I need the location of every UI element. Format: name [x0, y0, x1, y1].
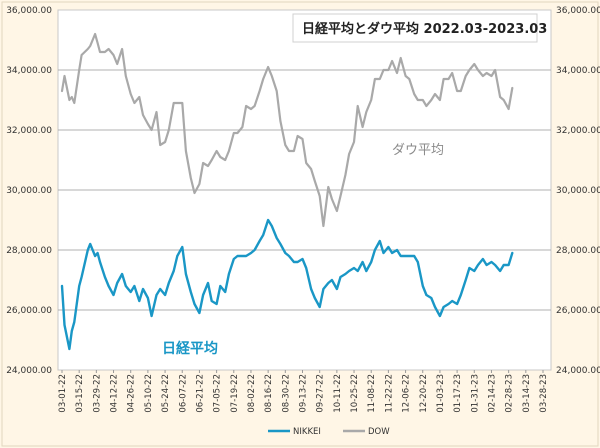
x-tick-label: 02-28-23	[505, 374, 515, 413]
right-y-axis: 24,000.00 26,000.00 28,000.00 30,000.00 32,0…	[556, 6, 600, 376]
y-tick-label-right: 24,000.00	[556, 366, 600, 376]
nikkei-annotation: 日経平均	[162, 340, 218, 357]
y-tick-label-right: 32,000.00	[556, 126, 600, 136]
x-tick-label: 06-07-22	[178, 374, 188, 413]
series-line-dow	[60, 32, 514, 228]
x-axis: 03-01-22 03-15-22 03-29-22 04-12-22 04-26-22…	[58, 370, 549, 413]
y-tick-label-left: 30,000.00	[6, 186, 52, 196]
y-tick-label-right: 30,000.00	[556, 186, 600, 196]
x-tick-label: 04-26-22	[127, 374, 137, 413]
legend-label-nikkei: NIKKEI	[293, 427, 321, 437]
x-tick-label: 04-12-22	[110, 374, 120, 413]
y-tick-label-left: 26,000.00	[6, 306, 52, 316]
x-tick-label: 06-21-22	[195, 374, 205, 413]
x-tick-label: 03-14-23	[522, 374, 532, 413]
x-tick-label: 08-16-22	[264, 374, 274, 413]
y-tick-label-right: 36,000.00	[556, 6, 600, 16]
legend: NIKKEI DOW	[268, 427, 390, 437]
y-tick-label-left: 34,000.00	[6, 66, 52, 76]
x-tick-label: 07-19-22	[230, 374, 240, 413]
y-tick-label-left: 24,000.00	[6, 366, 52, 376]
x-tick-label: 08-02-22	[247, 374, 257, 413]
x-tick-label: 03-29-22	[92, 374, 102, 413]
x-tick-label: 07-05-22	[213, 374, 223, 413]
y-tick-label-left: 36,000.00	[6, 6, 52, 16]
x-tick-label: 02-14-23	[487, 374, 497, 413]
x-tick-label: 08-30-22	[281, 374, 291, 413]
x-tick-label: 11-08-22	[367, 374, 377, 413]
x-tick-label: 12-20-22	[419, 374, 429, 413]
left-y-axis: 24,000.00 26,000.00 28,000.00 30,000.00 32,0…	[6, 6, 52, 376]
x-tick-label: 10-25-22	[350, 374, 360, 413]
y-tick-label-right: 34,000.00	[556, 66, 600, 76]
x-tick-label: 05-24-22	[161, 374, 171, 413]
x-tick-label: 09-13-22	[299, 374, 309, 413]
y-tick-label-left: 32,000.00	[6, 126, 52, 136]
y-tick-label-right: 26,000.00	[556, 306, 600, 316]
y-tick-label-right: 28,000.00	[556, 246, 600, 256]
chart-title: 日経平均とダウ平均 2022.03-2023.03	[302, 21, 547, 37]
x-tick-label: 01-31-23	[470, 374, 480, 413]
x-tick-label: 11-22-22	[384, 374, 394, 413]
series-lines	[60, 32, 514, 351]
x-tick-label: 01-03-23	[436, 374, 446, 413]
x-tick-label: 05-10-22	[144, 374, 154, 413]
title-box	[292, 13, 538, 43]
legend-label-dow: DOW	[368, 427, 390, 437]
x-tick-label: 09-27-22	[316, 374, 326, 413]
x-tick-label: 01-17-23	[453, 374, 463, 413]
x-tick-label: 03-15-22	[75, 374, 85, 413]
x-tick-label: 12-06-22	[402, 374, 412, 413]
x-tick-label: 03-01-22	[58, 374, 68, 413]
y-tick-label-left: 28,000.00	[6, 246, 52, 256]
series-line-nikkei	[60, 218, 514, 351]
dow-annotation: ダウ平均	[392, 143, 444, 158]
x-tick-label: 10-11-22	[333, 374, 343, 413]
x-tick-label: 03-28-23	[539, 374, 549, 413]
